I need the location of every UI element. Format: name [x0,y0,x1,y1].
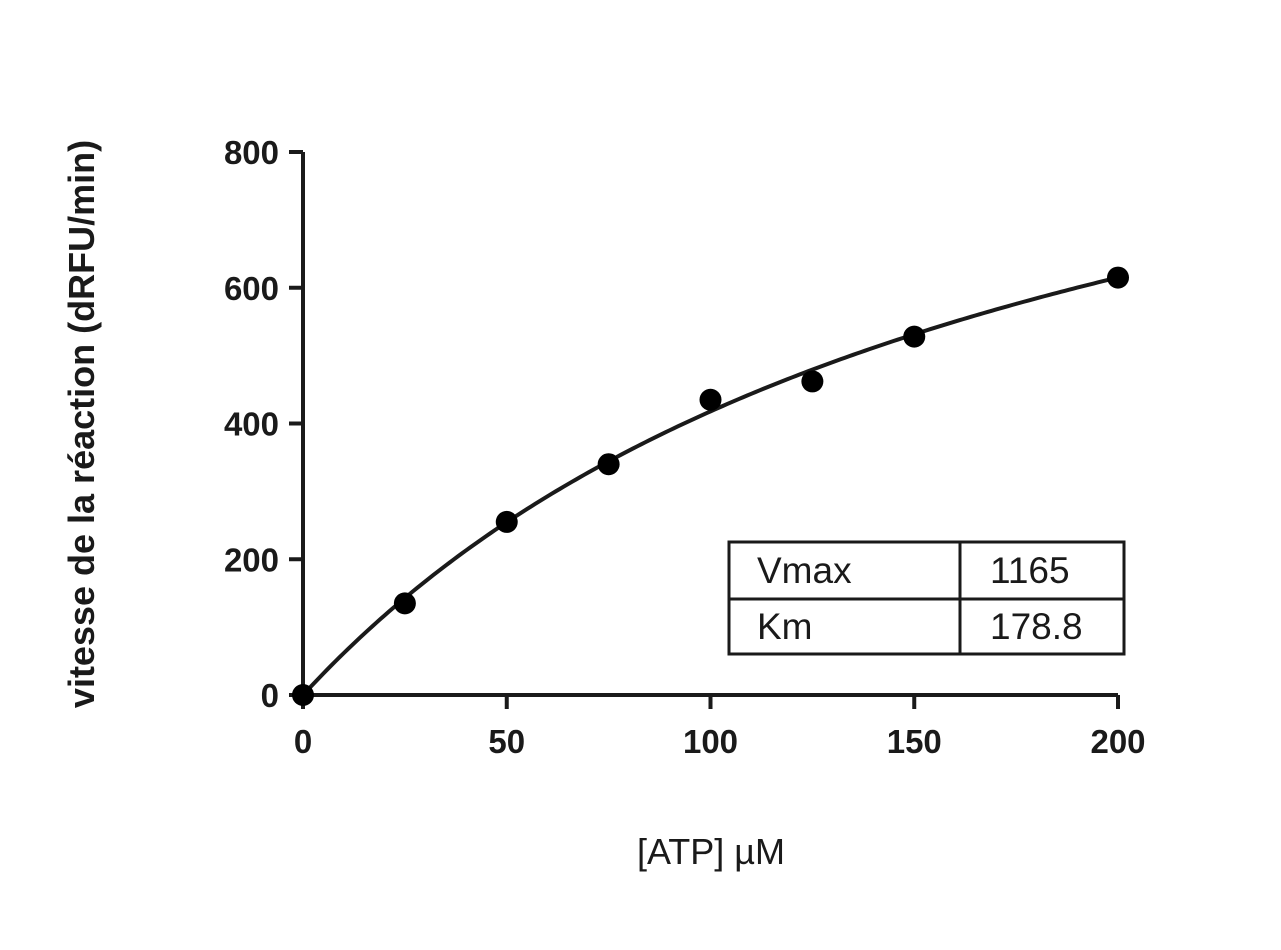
data-points [292,266,1129,706]
y-tick-label: 0 [261,677,279,714]
y-axis-ticks: 0 200 400 600 800 [224,134,303,714]
data-point [597,453,620,476]
parameter-table: Vmax 1165 Km 178.8 [727,540,1126,656]
data-point [495,510,518,533]
table-value-vmax: 1165 [990,550,1070,591]
table-value-km: 178.8 [990,606,1083,647]
data-point [393,592,416,615]
x-tick-label: 100 [683,723,738,760]
data-point [1107,266,1129,289]
y-axis-title: vitesse de la réaction (dRFU/min) [61,140,102,708]
y-tick-label: 600 [224,270,279,307]
x-axis-ticks: 0 50 100 150 200 [294,695,1146,760]
x-tick-label: 0 [294,723,312,760]
x-tick-label: 150 [887,723,942,760]
table-label-km: Km [757,606,813,647]
x-tick-label: 50 [488,723,525,760]
fit-curve [301,275,1119,697]
table-label-vmax: Vmax [757,550,852,591]
y-tick-label: 800 [224,134,279,171]
data-point [801,370,824,393]
data-point [699,388,722,411]
data-point [292,684,314,706]
x-axis-title: [ATP] µM [637,831,785,872]
x-tick-label: 200 [1090,723,1145,760]
data-point [903,325,926,348]
y-tick-label: 400 [224,406,279,443]
y-tick-label: 200 [224,541,279,578]
